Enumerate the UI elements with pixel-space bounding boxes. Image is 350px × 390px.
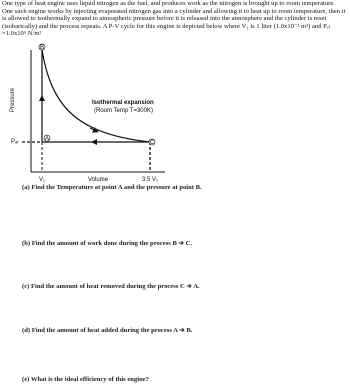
point-label: A <box>45 136 49 142</box>
y-axis-label: Pressure <box>10 87 16 112</box>
intro-text: One type of heat engine uses liquid nitr… <box>2 0 346 38</box>
x-tick-label: V₁ <box>39 177 45 183</box>
process-sublabel: (Room Temp T=300K) <box>94 108 153 114</box>
process-label: Isothermal expansion <box>92 100 154 106</box>
point-label: C <box>150 140 155 146</box>
arrow <box>89 126 99 133</box>
pv-diagram: B A C Isothermal expansion (Room Temp T=… <box>10 43 165 183</box>
question: (e) What is the ideal efficiency of this… <box>22 376 149 383</box>
question: (b) Find the amount of work done during … <box>22 240 193 247</box>
isotherm-curve <box>41 49 151 143</box>
point-marker <box>38 43 46 51</box>
pressure-label: Pₐₜ <box>11 139 19 145</box>
x-tick-label: 3.5 V₁ <box>142 177 158 183</box>
question: (d) Find the amount of heat added during… <box>22 327 193 334</box>
point-marker <box>148 138 156 146</box>
point-marker <box>43 134 51 142</box>
point-label: B <box>40 45 44 51</box>
x-axis-label: Volume <box>88 177 109 183</box>
question: (a) Find the Temperature at point A and … <box>22 184 202 191</box>
question: (c) Find the amount of heat removed duri… <box>22 283 200 290</box>
